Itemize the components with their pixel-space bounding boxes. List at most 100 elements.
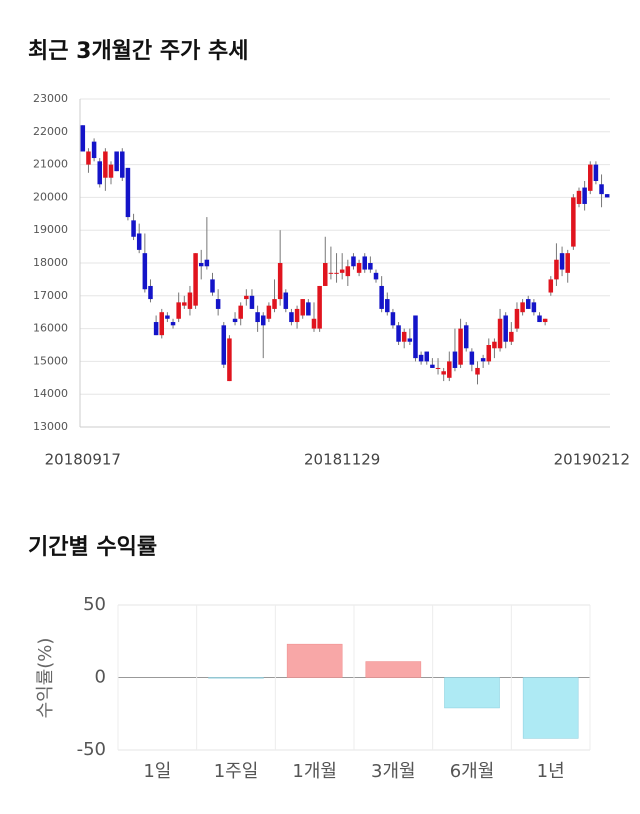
candle-body [379, 285, 384, 309]
bar [286, 643, 343, 678]
candle-body [531, 302, 537, 313]
candle-body [356, 263, 362, 273]
y-tick-label: 21000 [33, 158, 68, 171]
candle-body [300, 299, 305, 316]
candle-body [266, 305, 272, 319]
y-tick-label: 13000 [33, 420, 68, 433]
candle-body [323, 263, 328, 286]
candle-body [125, 167, 131, 218]
y-tick-label: 16000 [33, 322, 68, 335]
candle-body [401, 331, 407, 342]
candle-body [486, 345, 492, 362]
candle-body [232, 318, 238, 323]
candle-body [153, 322, 159, 336]
candle-body [503, 315, 508, 342]
candle-body [407, 338, 413, 342]
candle-body [396, 325, 401, 342]
x-tick-label: 1주일 [214, 761, 259, 782]
candle-body [311, 318, 317, 329]
x-tick-label: 1개월 [292, 761, 337, 782]
candle-body [497, 318, 503, 349]
candle-body [221, 325, 227, 365]
y-tick-label: 17000 [33, 289, 68, 302]
x-tick-label: 1일 [143, 761, 171, 782]
chart-title: 최근 3개월간 주가 추세 [28, 39, 248, 64]
candle-body [103, 151, 108, 178]
candle-body [91, 141, 97, 159]
candle-body [227, 338, 232, 382]
candle-body [108, 164, 114, 178]
candle-body [599, 184, 604, 195]
bar [208, 677, 264, 679]
candle-body [351, 256, 356, 267]
y-tick-label: 20000 [33, 190, 68, 203]
candle-body [148, 285, 153, 300]
candle-body [182, 302, 187, 306]
y-tick-label: 22000 [33, 125, 68, 138]
candle-body [435, 367, 441, 369]
candle-body [114, 151, 119, 172]
candle-body [345, 266, 351, 277]
candle-body [463, 325, 469, 349]
candle-body [571, 197, 576, 247]
y-tick-label: 19000 [33, 223, 68, 236]
candle-body [334, 272, 339, 274]
candle-body [193, 253, 198, 306]
candle-body [554, 259, 559, 280]
x-tick-label: 1년 [537, 761, 565, 782]
y-tick-label: -50 [77, 739, 106, 760]
candle-body [565, 253, 570, 273]
candle-body [475, 367, 480, 375]
candle-body [294, 308, 300, 323]
candle-body [537, 315, 542, 323]
candle-body [204, 259, 210, 267]
y-tick-label: 50 [83, 594, 106, 615]
candle-body [255, 312, 260, 323]
candle-body [215, 299, 221, 309]
candle-body [509, 331, 514, 342]
candle-body [339, 269, 345, 273]
candle-body [272, 299, 277, 309]
candle-body [317, 285, 322, 329]
candle-body [441, 371, 446, 375]
candle-body [165, 315, 170, 319]
candle-body [249, 295, 255, 309]
candle-body [390, 312, 396, 326]
candle-body [238, 305, 243, 319]
candle-body [260, 315, 266, 326]
candle-body [413, 315, 418, 359]
candle-body [244, 295, 249, 300]
bar [365, 661, 422, 678]
candle-body [385, 299, 390, 313]
candle-body [480, 358, 486, 362]
candle-body [593, 164, 599, 181]
candle-body [418, 354, 424, 362]
candle-body [277, 263, 283, 300]
candle-body [525, 299, 531, 309]
y-axis-label: 수익률(%) [35, 638, 56, 719]
x-tick-label: 3개월 [371, 761, 416, 782]
candle-body [514, 308, 520, 329]
y-tick-label: 18000 [33, 256, 68, 269]
bar [522, 677, 579, 739]
candle-body [604, 194, 610, 198]
candle-body [430, 364, 435, 368]
candle-body [142, 253, 148, 290]
candle-body [176, 302, 181, 319]
candle-body [170, 322, 176, 326]
y-tick-label: 23000 [33, 92, 68, 105]
candle-body [131, 220, 136, 237]
candle-body [520, 302, 525, 313]
bar [444, 677, 500, 709]
candle-body [289, 312, 294, 323]
candle-body [542, 318, 548, 323]
candle-body [559, 253, 565, 270]
candle-body [306, 302, 311, 316]
y-tick-label: 0 [95, 667, 106, 688]
candle-body [588, 164, 593, 191]
candle-body [582, 187, 587, 204]
candle-body [492, 341, 497, 349]
y-tick-label: 14000 [33, 387, 68, 400]
y-tick-label: 15000 [33, 354, 68, 367]
